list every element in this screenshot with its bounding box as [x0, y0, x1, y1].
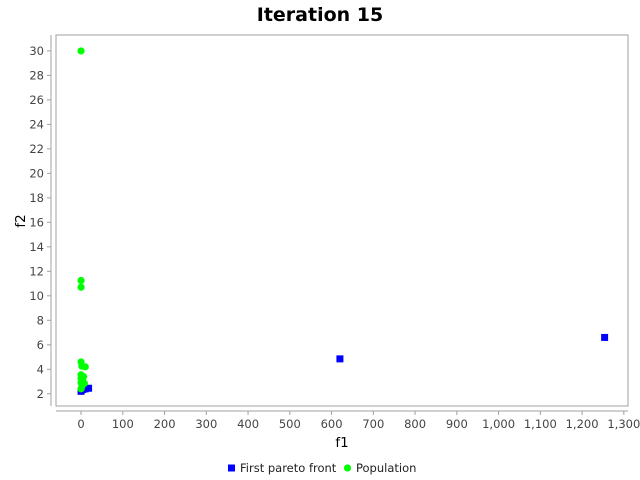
x-tick-label: 0	[77, 417, 84, 431]
x-tick-label: 800	[404, 417, 426, 431]
x-tick-label: 500	[279, 417, 301, 431]
y-tick-label: 16	[29, 215, 44, 229]
y-tick-label: 28	[29, 68, 44, 82]
population-point	[77, 47, 85, 55]
legend-label: First pareto front	[240, 461, 337, 475]
x-axis-label: f1	[335, 435, 348, 451]
plot-area	[55, 34, 629, 407]
x-tick-label: 600	[321, 417, 343, 431]
y-axis-label: f2	[13, 214, 29, 227]
population-point	[77, 283, 85, 291]
y-tick-label: 12	[29, 264, 44, 278]
x-tick-label: 1,000	[482, 417, 515, 431]
y-tick-label: 14	[29, 240, 44, 254]
y-tick-label: 20	[29, 166, 44, 180]
legend: First pareto front Population	[228, 461, 416, 475]
x-tick-label: 1,200	[566, 417, 599, 431]
x-tick-label: 300	[195, 417, 217, 431]
x-tick-label: 1,100	[524, 417, 557, 431]
population-point	[77, 276, 85, 285]
y-tick-label: 10	[29, 289, 44, 303]
y-tick-label: 22	[29, 142, 44, 156]
pareto-front-point	[601, 333, 609, 341]
x-tick-label: 400	[237, 417, 259, 431]
y-tick-label: 24	[29, 117, 44, 131]
legend-label: Population	[356, 461, 416, 475]
x-tick-label: 100	[112, 417, 134, 431]
population-point	[77, 385, 85, 393]
population-point	[81, 363, 89, 371]
x-tick-label: 900	[446, 417, 468, 431]
x-tick-label: 1,300	[607, 417, 640, 431]
legend-circle-marker	[343, 464, 352, 472]
x-tick-label: 200	[154, 417, 176, 431]
x-axis: 0 100 200 300 400 500 600 700 800 900 1,000 1,100 1,…	[56, 410, 640, 431]
y-tick-label: 18	[29, 191, 44, 205]
y-tick-label: 8	[37, 313, 44, 327]
y-tick-label: 26	[29, 93, 44, 107]
pareto-front-point	[336, 355, 344, 363]
legend-square-marker	[228, 464, 235, 472]
y-tick-label: 4	[37, 362, 44, 376]
y-tick-label: 6	[37, 338, 44, 352]
chart-title: Iteration 15	[257, 4, 383, 26]
x-tick-label: 700	[362, 417, 384, 431]
y-tick-label: 2	[37, 387, 44, 401]
data-points	[77, 47, 609, 395]
y-tick-label: 30	[29, 44, 44, 58]
